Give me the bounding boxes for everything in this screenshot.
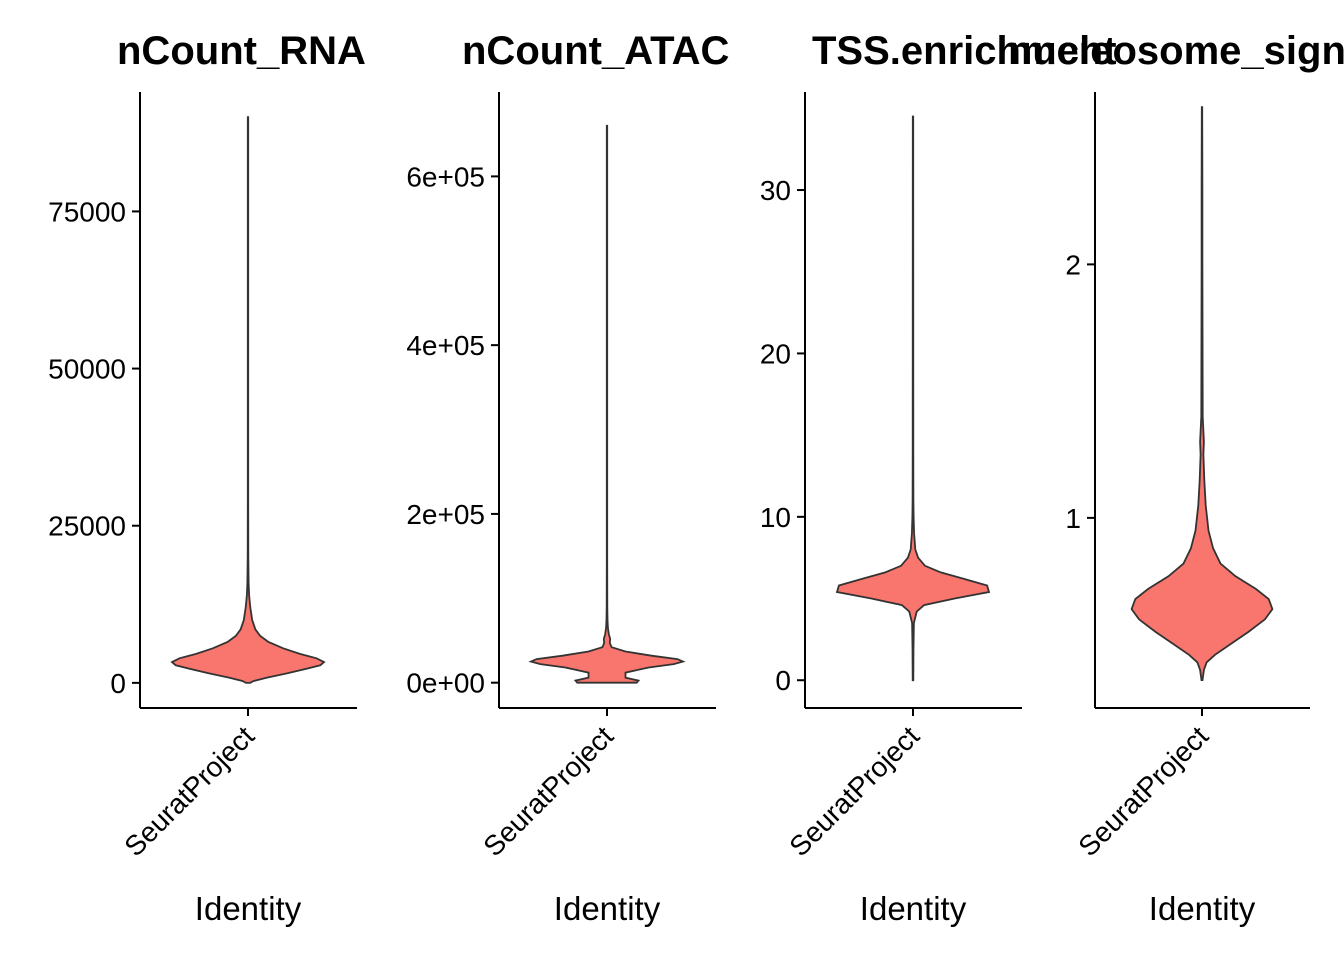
violin-shape — [1130, 106, 1274, 681]
x-axis-title: Identity — [860, 890, 967, 927]
panel-1: 0 25000 50000 75000 SeuratProject Identity nCo… — [48, 29, 366, 927]
x-axis-title: Identity — [195, 890, 302, 927]
y-tick-label: 0e+00 — [406, 668, 485, 699]
y-tick-label: 0 — [110, 668, 126, 699]
panel-title: TSS.enrichment — [812, 29, 1117, 73]
y-tick-label: 2 — [1065, 249, 1081, 280]
x-axis-title: Identity — [554, 890, 661, 927]
x-tick-label: SeuratProject — [1072, 720, 1214, 862]
y-tick-label: 1 — [1065, 503, 1081, 534]
panel-4: 1 2 SeuratProject Identity nucleosome_signal — [1008, 29, 1344, 927]
y-tick-label: 10 — [760, 502, 791, 533]
panel-title: nCount_ATAC — [462, 29, 729, 73]
panel-3: 0 10 20 30 SeuratProject Identity TSS.enrichme… — [760, 29, 1117, 927]
panel-title: nucleosome_signal — [1008, 29, 1344, 73]
y-tick-label: 20 — [760, 338, 791, 369]
panel-title: nCount_RNA — [117, 29, 366, 73]
violin-shape — [835, 115, 991, 682]
x-axis-title: Identity — [1149, 890, 1256, 927]
y-tick-label: 75000 — [48, 196, 126, 227]
y-tick-label: 0 — [775, 665, 791, 696]
violin-shape — [528, 124, 686, 684]
y-tick-label: 4e+05 — [406, 330, 485, 361]
panel-2: 0e+00 2e+05 4e+05 6e+05 SeuratProject Identit… — [406, 29, 729, 927]
y-tick-label: 25000 — [48, 511, 126, 542]
y-tick-label: 2e+05 — [406, 499, 485, 530]
y-tick-label: 50000 — [48, 354, 126, 385]
y-tick-label: 30 — [760, 175, 791, 206]
x-tick-label: SeuratProject — [477, 720, 619, 862]
x-tick-label: SeuratProject — [783, 720, 925, 862]
violin-shape — [170, 116, 326, 684]
y-tick-label: 6e+05 — [406, 161, 485, 192]
x-tick-label: SeuratProject — [118, 720, 260, 862]
